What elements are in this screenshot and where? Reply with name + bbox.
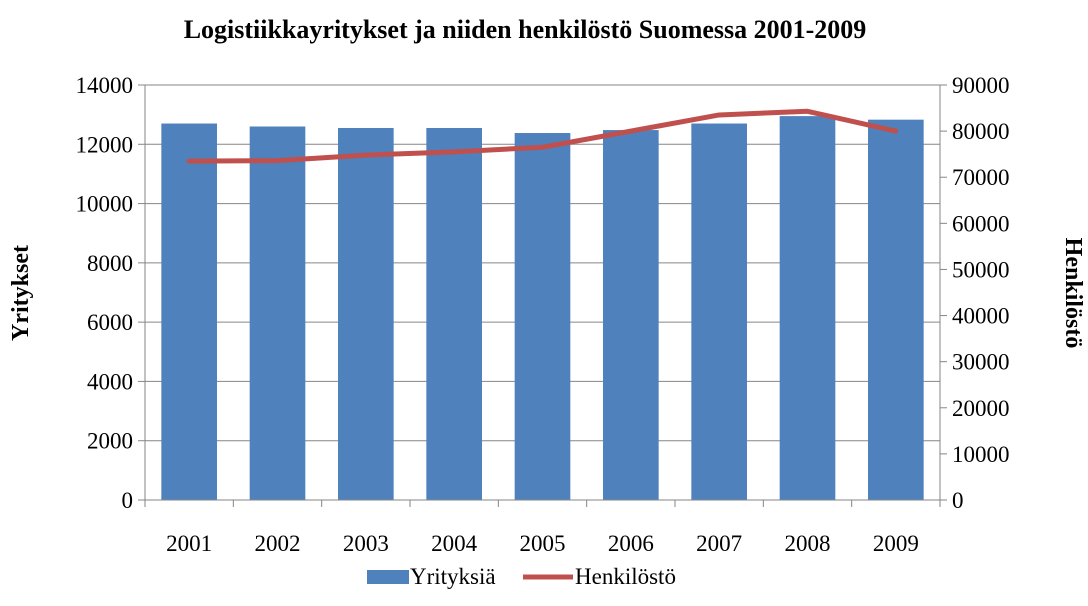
y2-tick-label: 40000 bbox=[952, 304, 1010, 329]
x-axis-ticks: 2001 2002 2003 2004 2005 2006 2007 2008 2009 bbox=[144, 500, 941, 556]
x-tick-label: 2005 bbox=[520, 531, 566, 556]
y2-axis-title: Henkilöstö bbox=[1060, 238, 1086, 349]
y2-tick-label: 60000 bbox=[952, 211, 1010, 236]
bar bbox=[691, 123, 747, 501]
x-tick-label: 2006 bbox=[608, 531, 654, 556]
chart-title: Logistiikkayritykset ja niiden henkilöst… bbox=[184, 15, 867, 44]
bar bbox=[338, 127, 394, 500]
y2-tick-label: 80000 bbox=[952, 119, 1010, 144]
right-axis-ticks: 0 10000 20000 30000 40000 50000 60000 70000 8000… bbox=[940, 73, 1010, 513]
legend-label-line: Henkilöstö bbox=[575, 564, 676, 589]
legend-swatch-bars bbox=[367, 570, 409, 584]
bar bbox=[779, 116, 836, 500]
y2-tick-label: 10000 bbox=[952, 442, 1010, 467]
y-tick-label: 2000 bbox=[87, 429, 133, 454]
y2-tick-label: 50000 bbox=[952, 257, 1010, 282]
legend-label-bars: Yrityksiä bbox=[410, 564, 496, 589]
x-tick-label: 2004 bbox=[431, 531, 478, 556]
series-line bbox=[186, 108, 899, 164]
y-tick-label: 10000 bbox=[76, 192, 134, 217]
bar bbox=[868, 119, 924, 501]
bar bbox=[603, 130, 659, 501]
y-tick-label: 12000 bbox=[76, 132, 134, 157]
bar-series bbox=[161, 116, 924, 501]
x-tick-label: 2003 bbox=[343, 531, 389, 556]
y2-tick-label: 0 bbox=[952, 488, 964, 513]
y-tick-label: 8000 bbox=[87, 251, 133, 276]
axes bbox=[144, 85, 941, 501]
y2-tick-label: 70000 bbox=[952, 165, 1010, 190]
bar bbox=[249, 126, 306, 500]
y-tick-label: 6000 bbox=[87, 310, 133, 335]
legend: Yrityksiä Henkilöstö bbox=[367, 564, 676, 589]
x-tick-label: 2002 bbox=[255, 531, 301, 556]
bar bbox=[514, 133, 571, 500]
x-tick-label: 2008 bbox=[785, 531, 831, 556]
x-tick-label: 2009 bbox=[873, 531, 919, 556]
left-axis-ticks: 0 2000 4000 6000 8000 10000 12000 14000 bbox=[76, 73, 145, 513]
y2-tick-label: 90000 bbox=[952, 73, 1010, 98]
bar bbox=[426, 127, 482, 500]
y-tick-label: 0 bbox=[122, 488, 134, 513]
x-tick-label: 2007 bbox=[696, 531, 742, 556]
line-series bbox=[186, 108, 899, 164]
x-tick-label: 2001 bbox=[166, 531, 212, 556]
y-axis-title: Yritykset bbox=[8, 245, 34, 341]
y-tick-label: 4000 bbox=[87, 369, 133, 394]
y2-tick-label: 20000 bbox=[952, 396, 1010, 421]
y2-tick-label: 30000 bbox=[952, 350, 1010, 375]
bar bbox=[161, 123, 217, 501]
y-tick-label: 14000 bbox=[76, 73, 134, 98]
